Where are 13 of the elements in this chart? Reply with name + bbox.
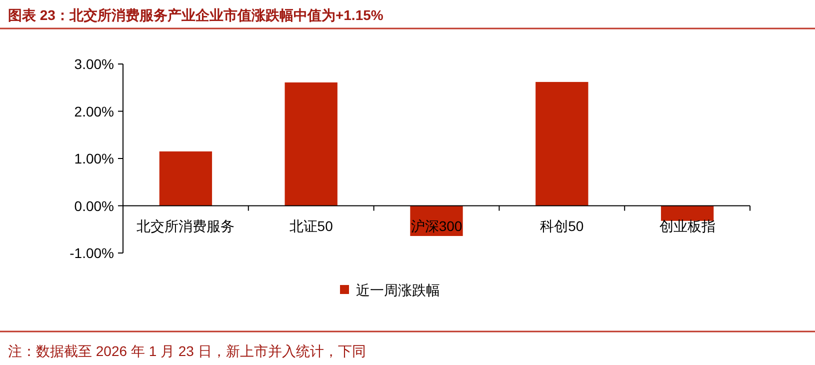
x-tick-label: 创业板指 bbox=[659, 218, 716, 234]
y-tick-label: 0.00% bbox=[74, 198, 114, 214]
y-tick-label: 1.00% bbox=[74, 150, 114, 166]
x-tick-label: 沪深300 bbox=[410, 218, 462, 234]
y-tick-label: 3.00% bbox=[74, 56, 114, 72]
title: 图表 23：北交所消费服务产业企业市值涨跌幅中值为+1.15% bbox=[8, 7, 384, 23]
x-tick-label: 北证50 bbox=[289, 218, 334, 234]
y-tick-label: -1.00% bbox=[70, 245, 114, 261]
text: 注：数据截至 2026 年 1 月 23 日，新上市并入统计，下同 bbox=[8, 343, 366, 359]
legend-label: 近一周涨跌幅 bbox=[356, 282, 440, 298]
x-tick-label: 科创50 bbox=[540, 218, 584, 234]
x-tick-label: 北交所消费服务 bbox=[136, 218, 235, 234]
y-tick-label: 2.00% bbox=[74, 103, 114, 120]
